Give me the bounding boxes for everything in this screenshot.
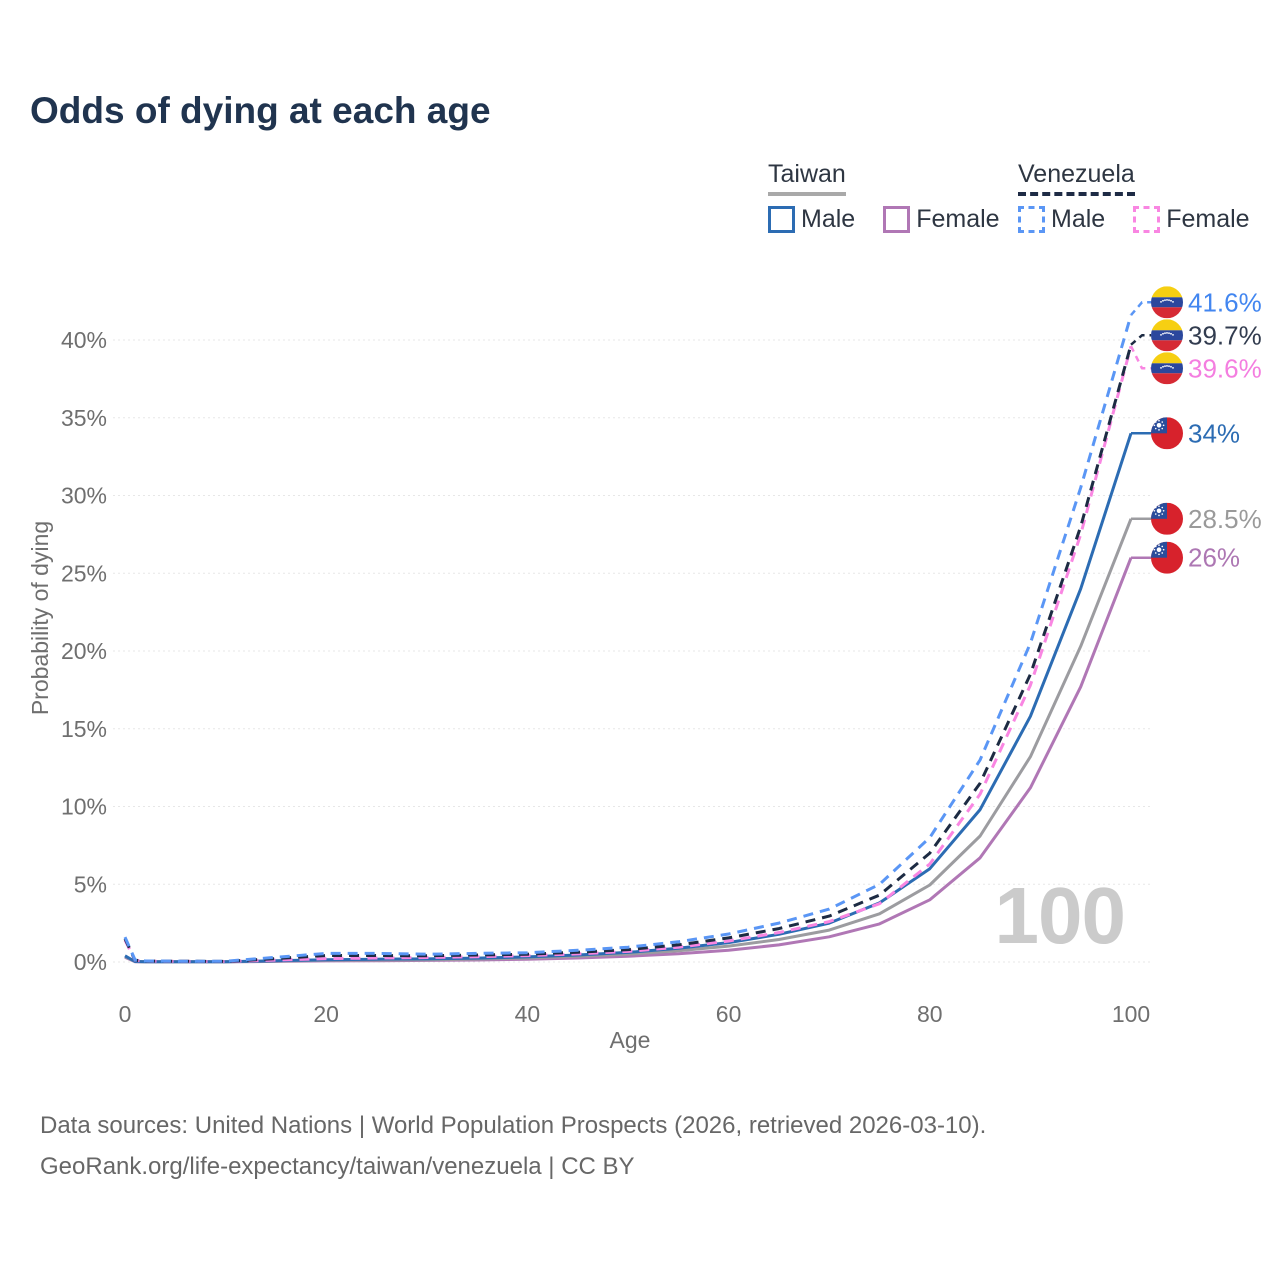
- series-line-venezuela-male[interactable]: [123, 314, 1133, 963]
- x-tick-label: 40: [515, 1001, 541, 1027]
- series-line-venezuela[interactable]: [123, 344, 1133, 963]
- legend-item-label: Male: [1051, 205, 1106, 233]
- data-sources-text: Data sources: United Nations | World Pop…: [40, 1112, 987, 1139]
- legend-item-label: Female: [1166, 205, 1250, 233]
- x-axis-title: Age: [610, 1027, 651, 1053]
- venezuela-female-swatch-icon: [1133, 206, 1161, 233]
- x-tick-label: 0: [119, 1001, 132, 1027]
- end-label-venezuela-female: 39.6%: [1188, 353, 1262, 383]
- end-label-taiwan-male: 34%: [1188, 418, 1240, 448]
- legend-item-taiwan-male[interactable]: Male: [768, 205, 855, 234]
- legend-item-taiwan-female[interactable]: Female: [883, 205, 1000, 234]
- leader-line-venezuela-male: [1130, 301, 1151, 316]
- y-tick-label: 0%: [74, 949, 107, 975]
- venezuela-flag-icon: [1151, 286, 1183, 319]
- series-line-taiwan[interactable]: [124, 518, 1133, 964]
- hovered-age-watermark: 100: [994, 871, 1126, 960]
- legend-item-venezuela-male[interactable]: Male: [1018, 205, 1105, 234]
- y-tick-label: 20%: [61, 638, 107, 664]
- y-tick-label: 30%: [61, 483, 107, 509]
- y-tick-label: 35%: [61, 405, 107, 431]
- x-tick-label: 100: [1112, 1001, 1150, 1027]
- venezuela-flag-icon: [1151, 352, 1183, 385]
- end-label-venezuela: 39.7%: [1188, 320, 1262, 350]
- y-tick-label: 5%: [74, 871, 107, 897]
- end-label-venezuela-male: 41.6%: [1188, 287, 1262, 317]
- legend-item-label: Female: [916, 205, 1000, 233]
- y-tick-label: 10%: [61, 794, 107, 820]
- legend-country-venezuela: Venezuela: [1018, 160, 1135, 196]
- y-axis-title: Probability of dying: [27, 521, 53, 715]
- x-tick-label: 60: [716, 1001, 742, 1027]
- legend-item-venezuela-female[interactable]: Female: [1133, 205, 1250, 234]
- end-label-taiwan: 28.5%: [1188, 504, 1262, 534]
- taiwan-female-swatch-icon: [883, 206, 911, 233]
- venezuela-flag-icon: [1151, 319, 1183, 352]
- legend-group-venezuela: Venezuela Male Female: [1018, 160, 1250, 234]
- leader-line-venezuela: [1130, 334, 1151, 346]
- x-tick-label: 20: [313, 1001, 339, 1027]
- y-tick-label: 25%: [61, 560, 107, 586]
- leader-line-venezuela-female: [1129, 345, 1151, 370]
- series-line-venezuela-female[interactable]: [123, 345, 1133, 963]
- attribution-text: GeoRank.org/life-expectancy/taiwan/venez…: [40, 1153, 635, 1180]
- taiwan-flag-icon: [1151, 541, 1183, 574]
- chart-title: Odds of dying at each age: [30, 90, 491, 131]
- y-tick-label: 15%: [61, 716, 107, 742]
- legend-group-taiwan: Taiwan Male Female: [768, 160, 1000, 234]
- taiwan-male-swatch-icon: [768, 206, 795, 233]
- end-label-taiwan-female: 26%: [1188, 543, 1240, 573]
- taiwan-flag-icon: [1151, 502, 1183, 535]
- legend-item-label: Male: [801, 205, 856, 233]
- venezuela-male-swatch-icon: [1018, 206, 1045, 233]
- legend-country-taiwan: Taiwan: [768, 160, 846, 196]
- taiwan-flag-icon: [1151, 417, 1183, 450]
- x-tick-label: 80: [917, 1001, 943, 1027]
- series-line-taiwan-male[interactable]: [124, 432, 1133, 964]
- y-tick-label: 40%: [61, 327, 107, 353]
- footer: Data sources: United Nations | World Pop…: [40, 1105, 986, 1187]
